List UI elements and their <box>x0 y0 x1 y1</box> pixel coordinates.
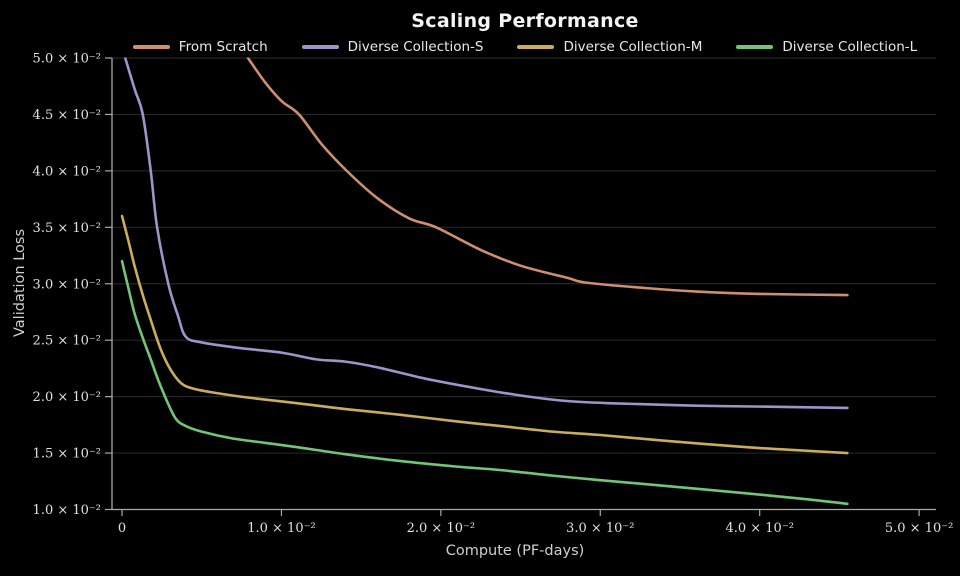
y-tick-label: 2.0 × 10⁻² <box>33 390 101 405</box>
series-line-2 <box>120 214 849 455</box>
chart-title: Scaling Performance <box>411 10 639 32</box>
series-line-1 <box>123 57 849 410</box>
x-tick-label: 3.0 × 10⁻² <box>566 521 634 536</box>
x-tick-label: 2.0 × 10⁻² <box>407 521 475 536</box>
y-tick-label: 2.5 × 10⁻² <box>33 334 101 349</box>
y-tick-label: 1.0 × 10⁻² <box>33 503 101 518</box>
series-line-0 <box>246 57 849 297</box>
y-tick-label: 1.5 × 10⁻² <box>33 447 101 462</box>
y-tick-label: 4.0 × 10⁻² <box>33 164 101 179</box>
x-tick-label: 5.0 × 10⁻² <box>885 521 953 536</box>
legend-item-diverse-collection-s: Diverse Collection-S <box>301 39 484 55</box>
series-line-3 <box>120 259 849 506</box>
legend-item-diverse-collection-l: Diverse Collection-L <box>736 39 917 55</box>
legend-label: From Scratch <box>178 39 268 55</box>
x-axis-label: Compute (PF-days) <box>445 543 585 559</box>
legend-label: Diverse Collection-M <box>563 39 703 55</box>
legend-swatch-line-icon <box>301 45 339 49</box>
y-tick-label: 3.0 × 10⁻² <box>33 277 101 292</box>
legend-item-from-scratch: From Scratch <box>132 39 268 55</box>
legend-swatch-line-icon <box>517 45 555 49</box>
x-tick-label: 1.0 × 10⁻² <box>247 521 315 536</box>
x-tick-label: 4.0 × 10⁻² <box>725 521 793 536</box>
y-tick-label: 4.5 × 10⁻² <box>33 108 101 123</box>
legend-item-diverse-collection-m: Diverse Collection-M <box>517 39 702 55</box>
legend: From Scratch Diverse Collection-S Divers… <box>90 39 960 55</box>
legend-swatch-line-icon <box>736 45 774 49</box>
y-tick-label: 5.0 × 10⁻² <box>33 52 101 67</box>
x-tick-label: 0 <box>118 521 126 536</box>
legend-label: Diverse Collection-L <box>782 39 918 55</box>
y-tick-label: 3.5 × 10⁻² <box>33 221 101 236</box>
legend-label: Diverse Collection-S <box>347 39 484 55</box>
legend-swatch-line-icon <box>132 45 170 49</box>
